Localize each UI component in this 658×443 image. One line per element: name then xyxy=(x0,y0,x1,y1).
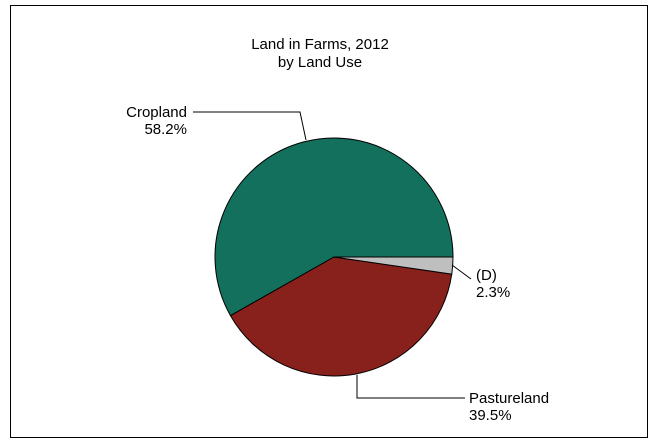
slice-label-d: (D) xyxy=(476,267,497,284)
cropland-leader-line xyxy=(193,111,307,141)
pie-slices xyxy=(214,137,454,377)
slice-label-cropland: Cropland xyxy=(126,104,187,121)
slice-label-pastureland: Pastureland xyxy=(469,390,549,407)
slice-value-pastureland: 39.5% xyxy=(469,407,512,424)
d-leader-line xyxy=(451,264,472,280)
chart-title: Land in Farms, 2012 xyxy=(251,36,389,53)
slice-value-cropland: 58.2% xyxy=(144,121,187,138)
pie-slice-cropland xyxy=(214,137,454,317)
slice-value-d: 2.3% xyxy=(476,284,510,301)
pie-slice-pastureland xyxy=(229,256,453,377)
pastureland-leader-line xyxy=(356,375,465,399)
chart-subtitle: by Land Use xyxy=(278,54,362,71)
